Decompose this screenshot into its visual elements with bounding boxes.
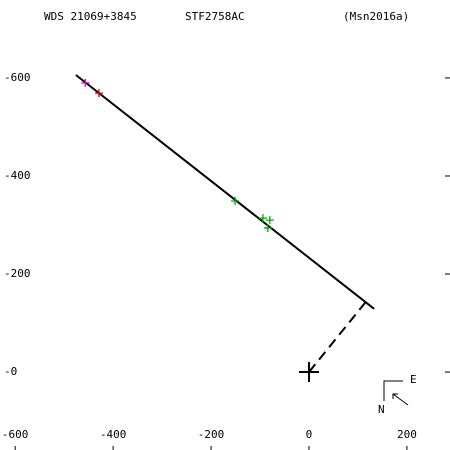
node-line: [308, 301, 367, 373]
compass: [383, 380, 409, 406]
observation: [81, 78, 90, 87]
y-tick-label: -0: [4, 365, 17, 378]
observation: [263, 223, 272, 232]
compass-north: N: [378, 403, 385, 416]
y-tick-label: -400: [4, 169, 31, 182]
compass-arrow: [392, 393, 409, 406]
x-tick-label: -600: [2, 428, 29, 441]
y-tick-label: -200: [4, 267, 31, 280]
y-tick-label: -600: [4, 71, 31, 84]
observation: [265, 216, 274, 225]
x-tick-label: -200: [198, 428, 225, 441]
observation: [94, 89, 103, 98]
compass-axes: [383, 380, 403, 401]
x-tick-label: 0: [306, 428, 313, 441]
x-tick-label: 200: [397, 428, 417, 441]
chart-title: WDS 21069+3845: [44, 10, 137, 23]
observation: [258, 214, 267, 223]
compass-arrowhead: [392, 393, 398, 399]
orbit-line: [75, 74, 375, 310]
reference: (Msn2016a): [343, 10, 409, 23]
x-tick-label: -400: [100, 428, 127, 441]
compass-east: E: [410, 373, 417, 386]
observation: [231, 196, 240, 205]
primary-star: [298, 362, 319, 383]
chart-subtitle: STF2758AC: [185, 10, 245, 23]
